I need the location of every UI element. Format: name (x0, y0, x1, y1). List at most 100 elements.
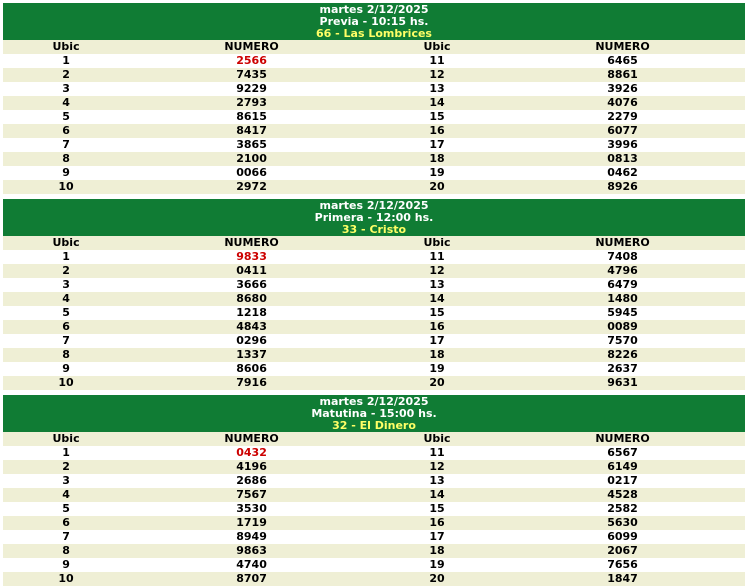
ubic-cell: 2 (62, 264, 70, 277)
ubic-cell: 5 (62, 110, 70, 123)
numero-cell: 8417 (236, 124, 267, 137)
numero-cell: 7408 (607, 250, 638, 263)
ubic-cell: 17 (429, 138, 445, 151)
ubic-cell: 9 (62, 166, 70, 179)
numero-cell: 8707 (236, 572, 267, 585)
ubic-cell: 18 (429, 348, 445, 361)
result-row: 9 0066 19 0462 (3, 166, 745, 180)
draw-table: martes 2/12/2025 Previa - 10:15 hs. 66 -… (3, 3, 745, 194)
ubic-cell: 11 (429, 250, 445, 263)
ubic-cell: 3 (62, 278, 70, 291)
numero-cell: 8861 (607, 68, 638, 81)
column-header: NUMERO (224, 236, 279, 249)
ubic-cell: 5 (62, 502, 70, 515)
result-row: 5 1218 15 5945 (3, 306, 745, 320)
draw-date: martes 2/12/2025 (319, 394, 429, 408)
draw-table: martes 2/12/2025 Primera - 12:00 hs. 33 … (3, 199, 745, 390)
result-row: 8 1337 18 8226 (3, 348, 745, 362)
ubic-cell: 3 (62, 82, 70, 95)
numero-cell: 6077 (607, 124, 638, 137)
result-row: 7 0296 17 7570 (3, 334, 745, 348)
column-header: Ubic (52, 432, 80, 445)
result-row: 6 4843 16 0089 (3, 320, 745, 334)
column-header: Ubic (423, 236, 451, 249)
result-row: 3 9229 13 3926 (3, 82, 745, 96)
column-header: Ubic (423, 40, 451, 53)
ubic-cell: 7 (62, 530, 70, 543)
ubic-cell: 10 (58, 180, 74, 193)
draw-date: martes 2/12/2025 (319, 2, 429, 16)
result-row: 2 7435 12 8861 (3, 68, 745, 82)
ubic-cell: 4 (62, 292, 70, 305)
numero-cell: 0813 (607, 152, 638, 165)
column-header: Ubic (52, 236, 80, 249)
numero-cell: 8680 (236, 292, 267, 305)
ubic-cell: 11 (429, 54, 445, 67)
result-row: 8 2100 18 0813 (3, 152, 745, 166)
ubic-cell: 14 (429, 96, 445, 109)
draw-name-time: Primera - 12:00 hs. (314, 210, 434, 224)
result-row: 2 4196 12 6149 (3, 460, 745, 474)
draw-name-time: Previa - 10:15 hs. (319, 14, 429, 28)
numero-cell: 6099 (607, 530, 638, 543)
ubic-cell: 2 (62, 68, 70, 81)
numero-cell: 0089 (607, 320, 638, 333)
numero-cell: 1719 (236, 516, 267, 529)
result-row: 6 8417 16 6077 (3, 124, 745, 138)
column-header-row: Ubic NUMERO Ubic NUMERO (3, 40, 745, 54)
numero-cell: 0462 (607, 166, 638, 179)
numero-cell: 7570 (607, 334, 638, 347)
ubic-cell: 14 (429, 292, 445, 305)
numero-cell: 8949 (236, 530, 267, 543)
ubic-cell: 4 (62, 96, 70, 109)
numero-cell: 7567 (236, 488, 267, 501)
result-row: 1 2566 11 6465 (3, 54, 745, 68)
numero-cell: 6479 (607, 278, 638, 291)
numero-cell: 2637 (607, 362, 638, 375)
numero-cell: 4740 (236, 558, 267, 571)
numero-cell: 2582 (607, 502, 638, 515)
ubic-cell: 13 (429, 82, 445, 95)
numero-cell: 7435 (236, 68, 267, 81)
results-body: 1 0432 11 6567 2 4196 12 6149 3 2686 13 0217 4 7567 14… (3, 446, 745, 586)
numero-cell: 2566 (236, 54, 267, 67)
ubic-cell: 20 (429, 376, 445, 389)
numero-cell: 8226 (607, 348, 638, 361)
numero-cell: 9863 (236, 544, 267, 557)
result-row: 5 8615 15 2279 (3, 110, 745, 124)
result-row: 5 3530 15 2582 (3, 502, 745, 516)
column-header: Ubic (52, 40, 80, 53)
ubic-cell: 19 (429, 166, 445, 179)
ubic-cell: 20 (429, 180, 445, 193)
column-header: NUMERO (224, 40, 279, 53)
ubic-cell: 11 (429, 446, 445, 459)
numero-cell: 0411 (236, 264, 267, 277)
result-row: 3 2686 13 0217 (3, 474, 745, 488)
result-row: 7 3865 17 3996 (3, 138, 745, 152)
draws-list: martes 2/12/2025 Previa - 10:15 hs. 66 -… (3, 3, 745, 586)
numero-cell: 0432 (236, 446, 267, 459)
ubic-cell: 15 (429, 110, 445, 123)
numero-cell: 0296 (236, 334, 267, 347)
numero-cell: 8615 (236, 110, 267, 123)
draw-header: martes 2/12/2025 Primera - 12:00 hs. 33 … (3, 199, 745, 236)
result-row: 10 7916 20 9631 (3, 376, 745, 390)
numero-cell: 5630 (607, 516, 638, 529)
numero-cell: 7656 (607, 558, 638, 571)
ubic-cell: 6 (62, 124, 70, 137)
numero-cell: 6149 (607, 460, 638, 473)
numero-cell: 3865 (236, 138, 267, 151)
numero-cell: 2279 (607, 110, 638, 123)
ubic-cell: 14 (429, 488, 445, 501)
result-row: 10 8707 20 1847 (3, 572, 745, 586)
result-row: 4 8680 14 1480 (3, 292, 745, 306)
result-row: 1 0432 11 6567 (3, 446, 745, 460)
ubic-cell: 7 (62, 138, 70, 151)
results-body: 1 2566 11 6465 2 7435 12 8861 3 9229 13 3926 4 2793 14… (3, 54, 745, 194)
ubic-cell: 4 (62, 488, 70, 501)
ubic-cell: 1 (62, 54, 70, 67)
numero-cell: 2686 (236, 474, 267, 487)
draw-winner: 66 - Las Lombrices (316, 26, 432, 40)
numero-cell: 3666 (236, 278, 267, 291)
